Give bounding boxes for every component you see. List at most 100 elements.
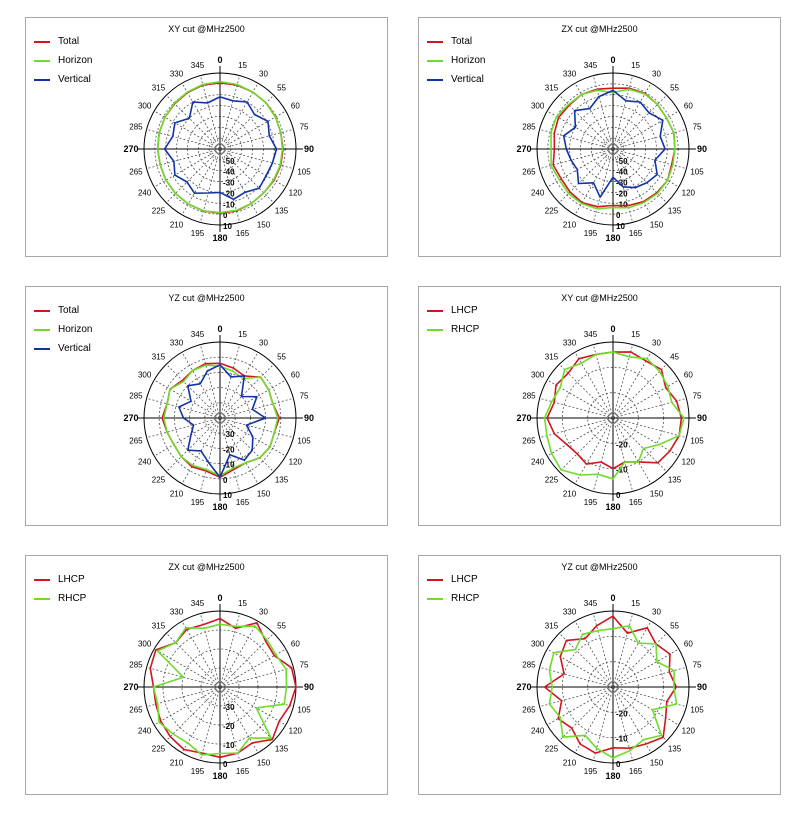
angle-spoke [574, 351, 614, 419]
angle-tick-label: 120 [289, 458, 303, 467]
angle-spoke [574, 620, 614, 688]
angle-tick-label: 150 [257, 220, 271, 229]
angle-spoke [219, 82, 259, 150]
angle-spoke [612, 128, 687, 150]
angle-spoke [558, 94, 614, 150]
angle-tick-label: 120 [682, 189, 696, 198]
angle-tick-label: 105 [690, 706, 704, 715]
legend-item-rhcp: RHCP [427, 320, 479, 339]
angle-tick-label: 330 [170, 70, 184, 79]
radial-tick-label: 0 [616, 760, 621, 769]
radial-tick-label: -10 [616, 466, 628, 475]
legend-label: Horizon [58, 324, 93, 335]
legend-item-horizon: Horizon [34, 51, 92, 70]
angle-spoke [165, 417, 221, 473]
angle-tick-label: 55 [670, 83, 679, 92]
series-line-lhcp [543, 615, 678, 754]
angle-tick-label: 180 [212, 771, 227, 781]
angle-spoke [199, 148, 221, 223]
angle-spoke [181, 351, 221, 419]
chart-panel-yz-polarization: -20 -10 0 0 15 30 55 60 75 90 105 120 135 150 165 180 19… [418, 555, 781, 795]
angle-tick-label: 135 [668, 745, 682, 754]
legend-label: Vertical [58, 74, 91, 85]
angle-spoke [165, 148, 221, 204]
angle-spoke [612, 363, 668, 419]
angle-tick-label: 120 [289, 189, 303, 198]
series-line-lhcp [149, 617, 297, 759]
legend-item-lhcp: LHCP [34, 570, 86, 589]
legend: Total Horizon Vertical [427, 32, 485, 89]
angle-spoke [219, 363, 275, 419]
radial-tick-label: 10 [223, 491, 232, 500]
angle-tick-label: 345 [584, 330, 598, 339]
angle-tick-label: 285 [129, 391, 143, 400]
legend-label: Total [58, 36, 80, 47]
series-line-vertical [562, 89, 666, 198]
angle-tick-label: 165 [236, 767, 250, 776]
angle-tick-label: 15 [238, 330, 247, 339]
angle-tick-label: 60 [684, 102, 693, 111]
angle-tick-label: 15 [631, 330, 640, 339]
angle-tick-label: 285 [129, 122, 143, 131]
angle-tick-label: 105 [690, 168, 704, 177]
radial-tick-label: 0 [223, 211, 228, 220]
angle-spoke [219, 128, 294, 150]
angle-tick-label: 60 [291, 640, 300, 649]
angle-tick-label: 90 [697, 144, 707, 154]
series-line-rhcp [548, 625, 678, 759]
angle-tick-label: 150 [650, 758, 664, 767]
angle-spoke [219, 148, 259, 216]
radial-tick-label: 10 [223, 222, 232, 231]
angle-spoke [153, 110, 221, 150]
series-line-vertical [163, 96, 278, 201]
angle-tick-label: 15 [238, 599, 247, 608]
angle-spoke [612, 344, 634, 419]
angle-spoke [612, 648, 680, 688]
angle-tick-label: 15 [631, 599, 640, 608]
angle-tick-label: 135 [668, 207, 682, 216]
angle-spoke [612, 82, 652, 150]
radial-tick-label: -50 [616, 157, 628, 166]
angle-spoke [219, 648, 287, 688]
legend-swatch [427, 597, 443, 600]
angle-spoke [558, 417, 614, 473]
angle-tick-label: 195 [584, 767, 598, 776]
angle-tick-label: 300 [138, 640, 152, 649]
angle-tick-label: 240 [531, 189, 545, 198]
angle-spoke [219, 148, 287, 188]
angle-tick-label: 55 [670, 621, 679, 630]
angle-spoke [219, 686, 287, 726]
angle-spoke [612, 397, 687, 419]
angle-spoke [539, 397, 614, 419]
angle-spoke [546, 417, 614, 457]
angle-tick-label: 315 [545, 352, 559, 361]
angle-spoke [219, 148, 275, 204]
angle-tick-label: 300 [138, 102, 152, 111]
radial-tick-label: -30 [223, 430, 235, 439]
legend-item-total: Total [34, 32, 92, 51]
angle-tick-label: 0 [217, 324, 222, 334]
angle-spoke [165, 632, 221, 688]
angle-spoke [546, 648, 614, 688]
legend-item-horizon: Horizon [427, 51, 485, 70]
angle-tick-label: 225 [545, 476, 559, 485]
angle-tick-label: 60 [684, 371, 693, 380]
angle-spoke [219, 94, 275, 150]
angle-tick-label: 195 [584, 498, 598, 507]
angle-tick-label: 165 [236, 229, 250, 238]
angle-tick-label: 265 [129, 168, 143, 177]
angle-spoke [165, 94, 221, 150]
angle-tick-label: 265 [522, 437, 536, 446]
angle-tick-label: 285 [522, 391, 536, 400]
legend-label: LHCP [451, 574, 478, 585]
angle-spoke [612, 686, 668, 742]
angle-spoke [612, 632, 668, 688]
angle-tick-label: 180 [605, 502, 620, 512]
legend-swatch [427, 78, 443, 81]
series-line-rhcp [543, 351, 685, 480]
radial-tick-label: -20 [616, 189, 628, 198]
angle-spoke [219, 417, 259, 485]
angle-spoke [558, 632, 614, 688]
angle-tick-label: 60 [291, 102, 300, 111]
